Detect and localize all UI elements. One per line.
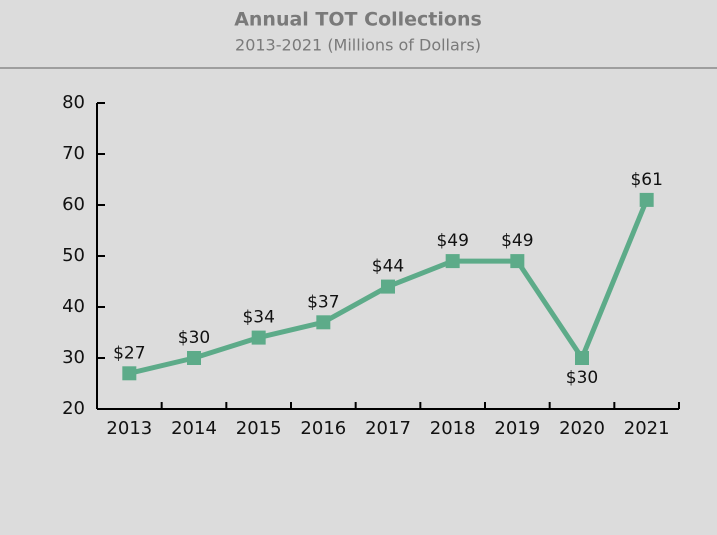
marker [187,351,201,365]
y-tick-label: 40 [62,296,85,317]
marker [251,330,266,345]
value-label: $37 [307,292,339,312]
value-label: $27 [113,343,145,363]
x-tick-label: 2021 [624,418,670,439]
y-tick-label: 20 [62,398,85,419]
value-label: $49 [436,231,468,251]
marker [510,254,525,269]
x-tick-label: 2019 [494,418,540,439]
y-tick-label: 30 [62,347,85,368]
chart-subtitle: 2013-2021 (Millions of Dollars) [235,36,481,55]
value-label: $30 [566,368,598,388]
x-tick-label: 2020 [559,418,605,439]
marker [122,366,137,381]
value-label: $49 [501,231,533,251]
value-label: $44 [372,257,404,277]
y-tick-label: 60 [62,194,85,215]
marker [316,315,331,330]
x-tick-label: 2013 [106,418,152,439]
x-tick-label: 2017 [365,418,411,439]
x-tick-label: 2018 [430,418,476,439]
marker [381,279,395,294]
x-tick-label: 2015 [236,418,282,439]
y-tick-label: 80 [62,92,85,113]
y-tick-label: 70 [62,143,85,164]
marker [445,254,460,269]
marker [575,351,589,365]
y-tick-label: 50 [62,245,85,266]
value-label: $61 [630,170,662,190]
marker [639,192,654,207]
x-tick-label: 2016 [300,418,346,439]
chart-title: Annual TOT Collections [234,9,482,31]
x-tick-label: 2014 [171,418,217,439]
value-label: $34 [242,308,274,328]
value-label: $30 [178,328,210,348]
